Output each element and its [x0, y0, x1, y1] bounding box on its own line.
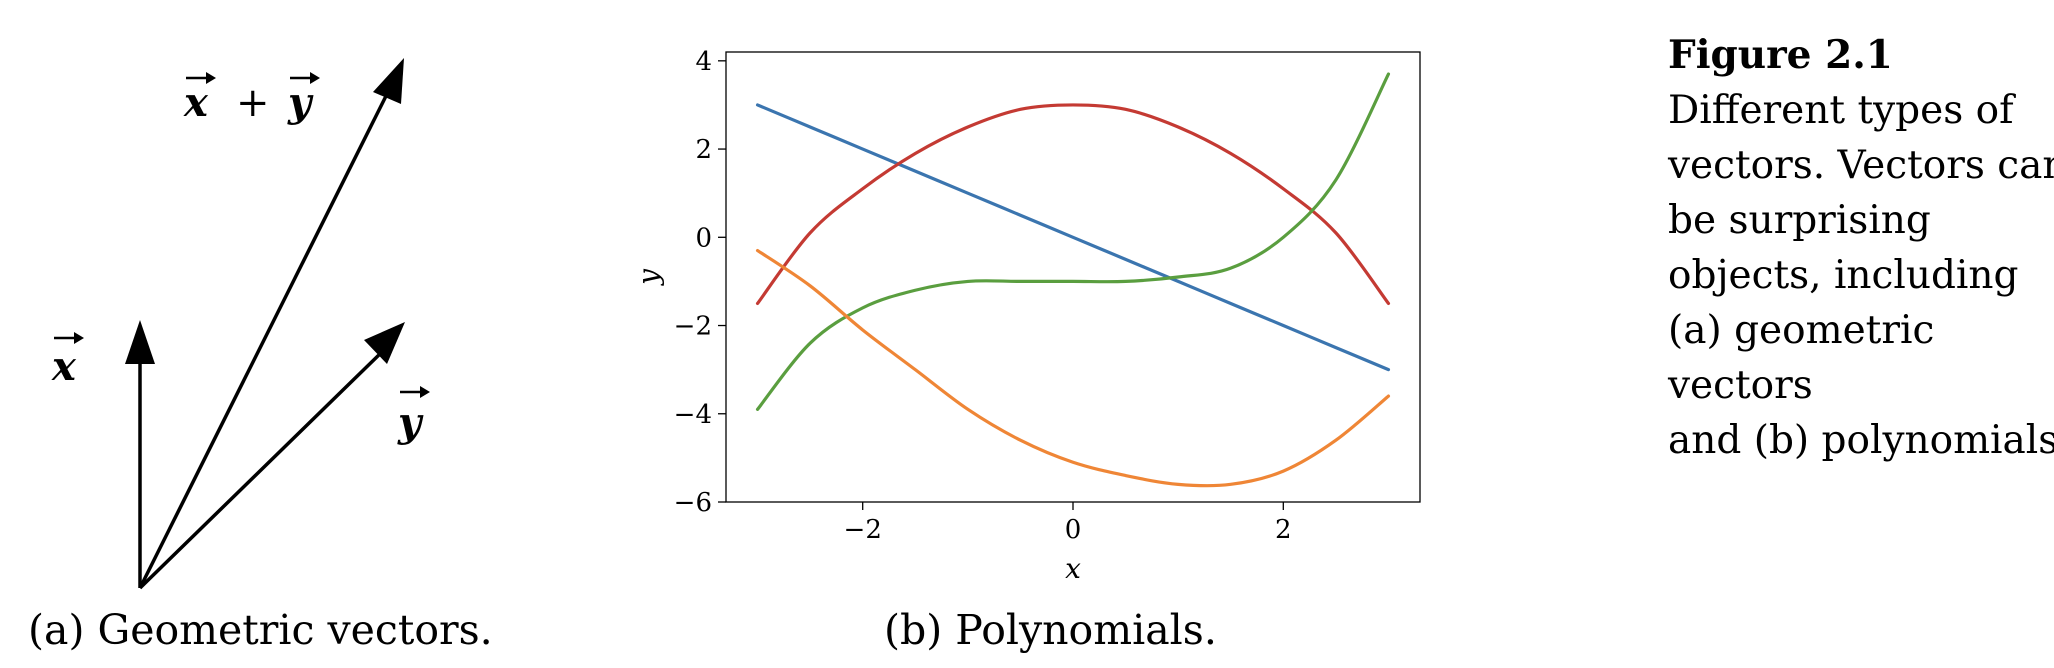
y-tick-label: −6	[674, 488, 712, 518]
svg-text:y: y	[287, 79, 314, 126]
plot-frame	[725, 51, 1421, 503]
y-axis-label: y	[632, 268, 665, 287]
series-line-1	[755, 103, 1391, 306]
vector-sum-arrow	[138, 87, 392, 589]
x-axis-label: x	[1065, 552, 1081, 585]
caption-line: objects, including	[1668, 253, 2019, 298]
x-tick-label: −2	[844, 515, 882, 545]
y-tick-label: −2	[674, 312, 712, 342]
vector-sum-label: x + y	[183, 72, 320, 126]
y-tick-label: 0	[695, 223, 712, 253]
polynomials-chart: −2 0 2 4 2 0 −2 −4 −6 x y	[632, 47, 1421, 585]
geometric-vectors-diagram: x y x + y	[51, 58, 430, 590]
series-line-3	[755, 248, 1391, 488]
figure-label: Figure 2.1	[1668, 32, 1893, 78]
svg-text:x: x	[51, 343, 77, 390]
vector-x-label: x	[51, 332, 84, 390]
x-tick-label: 0	[1065, 515, 1082, 545]
caption-line: be surprising	[1668, 198, 1931, 243]
x-tick-label: 2	[1275, 515, 1292, 545]
vector-sum-arrowhead	[373, 58, 404, 104]
vector-y-label: y	[397, 386, 430, 446]
caption-line: vectors	[1668, 363, 1813, 408]
y-tick-label: −4	[674, 400, 712, 430]
series-line-0	[755, 103, 1391, 372]
y-tick-label: 2	[695, 135, 712, 165]
figure-caption: Figure 2.1 Different types of vectors. V…	[1668, 28, 2054, 468]
caption-line: (a) geometric	[1668, 308, 1935, 353]
series-line-2	[755, 72, 1391, 411]
caption-line: Different types of	[1668, 88, 2014, 133]
caption-geometric-vectors: (a) Geometric vectors.	[28, 606, 493, 654]
vector-y-arrow	[138, 346, 388, 590]
caption-polynomials: (b) Polynomials.	[884, 606, 1217, 654]
y-tick-label: 4	[695, 47, 712, 77]
vector-y-arrowhead	[364, 322, 405, 364]
svg-text:+: +	[236, 80, 270, 126]
caption-line: vectors. Vectors can	[1668, 143, 2054, 188]
svg-text:y: y	[397, 399, 424, 446]
caption-line: and (b) polynomials.	[1668, 418, 2054, 463]
vector-x-arrowhead	[125, 320, 155, 364]
svg-text:x: x	[183, 79, 209, 126]
